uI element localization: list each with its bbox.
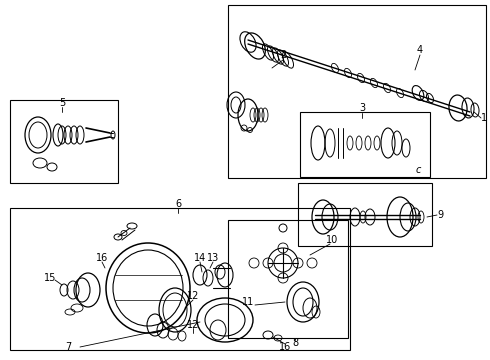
- Text: 16: 16: [279, 342, 291, 352]
- Bar: [10, 208, 350, 350]
- Text: 13: 13: [207, 253, 219, 263]
- Text: 9: 9: [437, 210, 443, 220]
- Text: 8: 8: [292, 338, 298, 348]
- Text: 2: 2: [280, 50, 286, 60]
- Text: 5: 5: [59, 98, 65, 108]
- Bar: [298, 183, 432, 246]
- Bar: [228, 220, 348, 338]
- Text: 11: 11: [242, 297, 254, 307]
- Text: 12: 12: [187, 320, 199, 330]
- Bar: [10, 100, 118, 183]
- Text: 15: 15: [44, 273, 56, 283]
- Bar: [300, 112, 430, 177]
- Text: 4: 4: [417, 45, 423, 55]
- Text: 6: 6: [175, 199, 181, 209]
- Text: 10: 10: [326, 235, 338, 245]
- Text: 1: 1: [481, 113, 487, 123]
- Bar: [228, 5, 486, 178]
- Text: c: c: [416, 165, 421, 175]
- Text: 7: 7: [65, 342, 71, 352]
- Text: 16: 16: [96, 253, 108, 263]
- Text: 12: 12: [187, 291, 199, 301]
- Text: 14: 14: [194, 253, 206, 263]
- Text: 3: 3: [359, 103, 365, 113]
